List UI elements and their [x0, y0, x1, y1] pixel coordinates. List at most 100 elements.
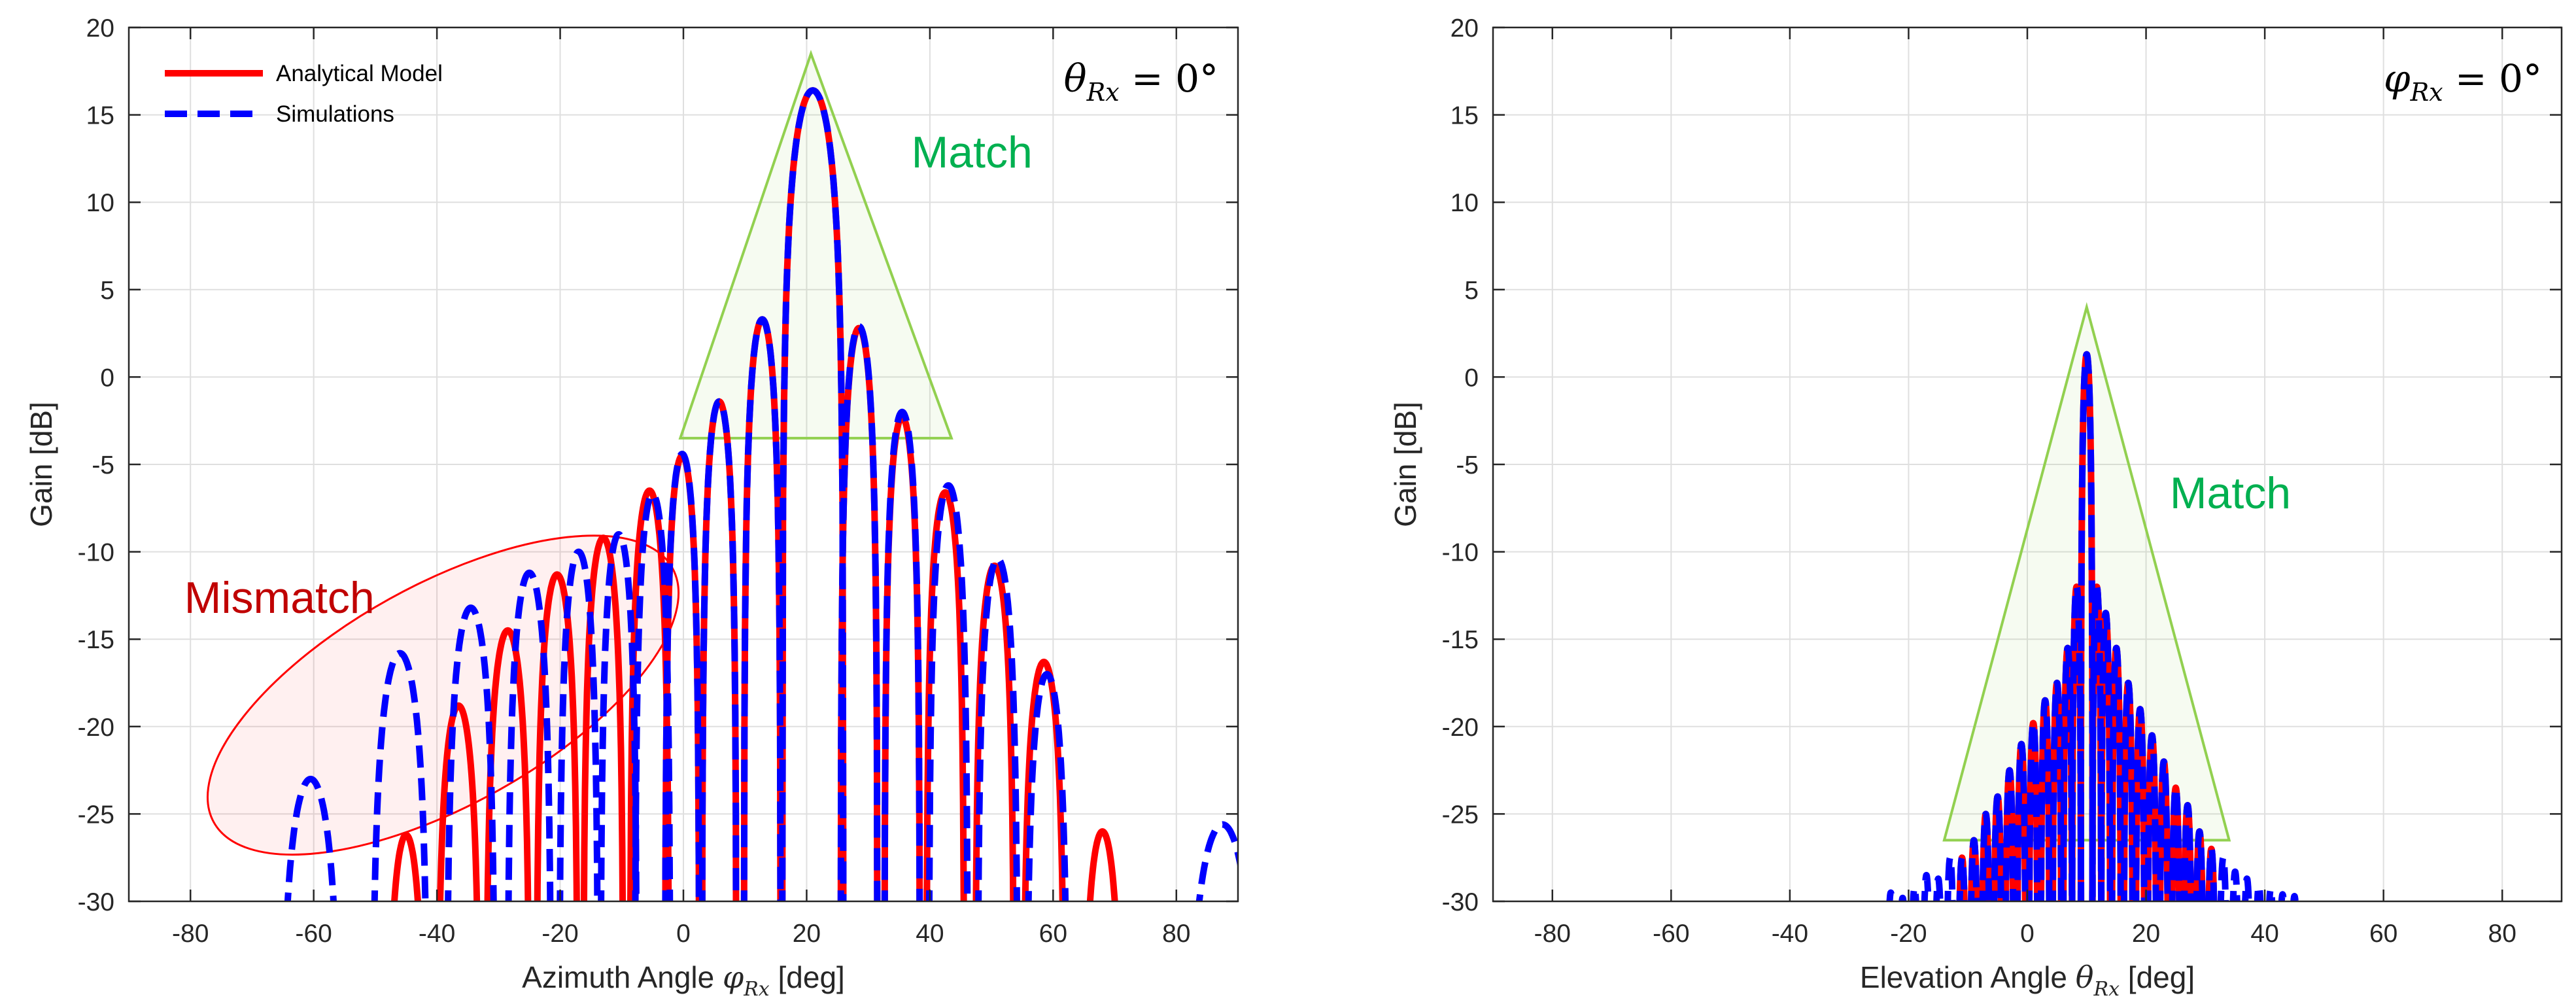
y-tick-label: -15: [1442, 626, 1479, 654]
corner-formula: φRx = 0°: [2384, 56, 2542, 107]
y-axis-label: Gain [dB]: [1388, 402, 1422, 527]
lobe-10: [779, 87, 847, 901]
annotation-mismatch: Mismatch: [184, 573, 375, 623]
x-tick-label: 60: [2369, 920, 2397, 948]
y-tick-label: 20: [86, 14, 114, 43]
y-tick-label: -20: [1442, 714, 1479, 742]
lobe-26: [2181, 802, 2195, 901]
x-tick-label: 20: [2132, 920, 2160, 948]
x-tick-label: -60: [295, 920, 332, 948]
x-tick-label: -80: [172, 920, 209, 948]
lobe-35: [2290, 893, 2299, 901]
lobe-16: [1195, 821, 1238, 901]
lobe-14: [2050, 680, 2065, 901]
lobe-14: [975, 555, 1020, 901]
x-tick-label: 0: [676, 920, 691, 948]
lobe-16: [2069, 583, 2085, 901]
lobe-23: [2144, 732, 2159, 901]
lobe-12: [2026, 720, 2041, 901]
legend-label: Simulations: [276, 101, 394, 127]
y-tick-label: 0: [100, 364, 114, 392]
lobe-15: [1086, 828, 1118, 901]
match-region-triangle: [678, 50, 953, 440]
corner-formula: θRx = 0°: [1064, 56, 1218, 107]
lobe-11: [837, 322, 881, 901]
lobe-20: [2108, 644, 2124, 901]
y-tick-label: 15: [86, 102, 114, 130]
y-tick-label: 15: [1451, 102, 1479, 130]
y-tick-label: -20: [78, 714, 114, 742]
lobe-0: [1886, 889, 1895, 901]
legend: Analytical Model Simulations: [165, 61, 443, 127]
y-tick-label: -5: [1456, 451, 1479, 479]
x-tick-label: 80: [1162, 920, 1190, 948]
annotation-match: Match: [2170, 468, 2291, 518]
lobe-34: [2278, 891, 2287, 901]
y-tick-label: 5: [100, 277, 114, 305]
x-tick-label: 40: [916, 920, 944, 948]
lobe-7: [1968, 837, 1980, 901]
lobe-30: [2229, 868, 2241, 901]
grid: [1493, 27, 2562, 902]
lobe-13: [925, 482, 971, 901]
lobe-4: [1933, 875, 1944, 901]
lobe-21: [2120, 680, 2136, 901]
lobe-13: [2037, 697, 2053, 901]
lobe-3: [1921, 871, 1932, 901]
lobe-7: [662, 451, 702, 901]
x-tick-label: 80: [2488, 920, 2516, 948]
lobe-27: [2193, 828, 2206, 901]
lobe-18: [2089, 583, 2105, 901]
lobe-0: [1956, 854, 1968, 901]
lobe-31: [2242, 875, 2252, 901]
y-tick-label: 20: [1451, 14, 1479, 43]
x-tick-label: 20: [793, 920, 821, 948]
lobe-22: [2133, 706, 2148, 901]
lobe-3: [505, 569, 554, 901]
lobe-19: [2098, 610, 2114, 901]
y-tick-label: -10: [1442, 539, 1479, 567]
chart-azimuth: -80 -60 -40 -20 0 20 40 60 80 -30 -25 -20 -15 -10 -5 0 5…: [24, 14, 1239, 1001]
lobe-17: [2077, 351, 2096, 901]
y-axis-label: Gain [dB]: [24, 402, 58, 527]
x-tick-label: -80: [1534, 920, 1571, 948]
lobe-22: [2205, 845, 2218, 901]
y-tick-label: 5: [1464, 277, 1479, 305]
y-tick-label: 0: [1464, 364, 1479, 392]
y-tick-label: -25: [1442, 801, 1479, 829]
lobe-4: [557, 548, 601, 901]
series-simulations: [1886, 351, 2299, 901]
y-tick-label: -5: [92, 451, 114, 479]
x-tick-label: 40: [2250, 920, 2278, 948]
x-tick-label: 0: [2020, 920, 2035, 948]
x-axis-label: Azimuth Angle φRx [deg]: [522, 960, 845, 1001]
lobe-1: [371, 650, 429, 901]
lobe-29: [2217, 854, 2229, 901]
lobe-15: [1025, 670, 1069, 901]
lobe-9: [740, 316, 784, 901]
x-tick-label: -40: [1772, 920, 1808, 948]
y-tick-label: -25: [78, 801, 114, 829]
lobe-24: [2157, 758, 2171, 901]
lobe-5: [598, 530, 640, 901]
x-axis-label: Elevation Angle θRx [deg]: [1860, 960, 2195, 1001]
lobe-10: [2002, 767, 2017, 901]
x-tick-label: -60: [1653, 920, 1689, 948]
lobe-12: [881, 408, 923, 901]
lobe-2: [484, 627, 532, 901]
lobe-25: [2169, 784, 2183, 901]
x-tick-label: -20: [1890, 920, 1927, 948]
lobe-8: [698, 398, 740, 901]
lobe-0: [391, 831, 421, 901]
lobe-6: [632, 491, 674, 901]
lobe-8: [1979, 810, 1993, 901]
y-tick-label: 10: [1451, 189, 1479, 217]
lobe-9: [1991, 793, 2004, 901]
y-tick-label: -10: [78, 539, 114, 567]
match-region-triangle: [1942, 302, 2231, 842]
lobe-0: [284, 776, 337, 901]
lobe-1: [1898, 894, 1907, 901]
lobe-1: [437, 702, 481, 901]
y-tick-label: 10: [86, 189, 114, 217]
x-tick-label: -40: [419, 920, 455, 948]
